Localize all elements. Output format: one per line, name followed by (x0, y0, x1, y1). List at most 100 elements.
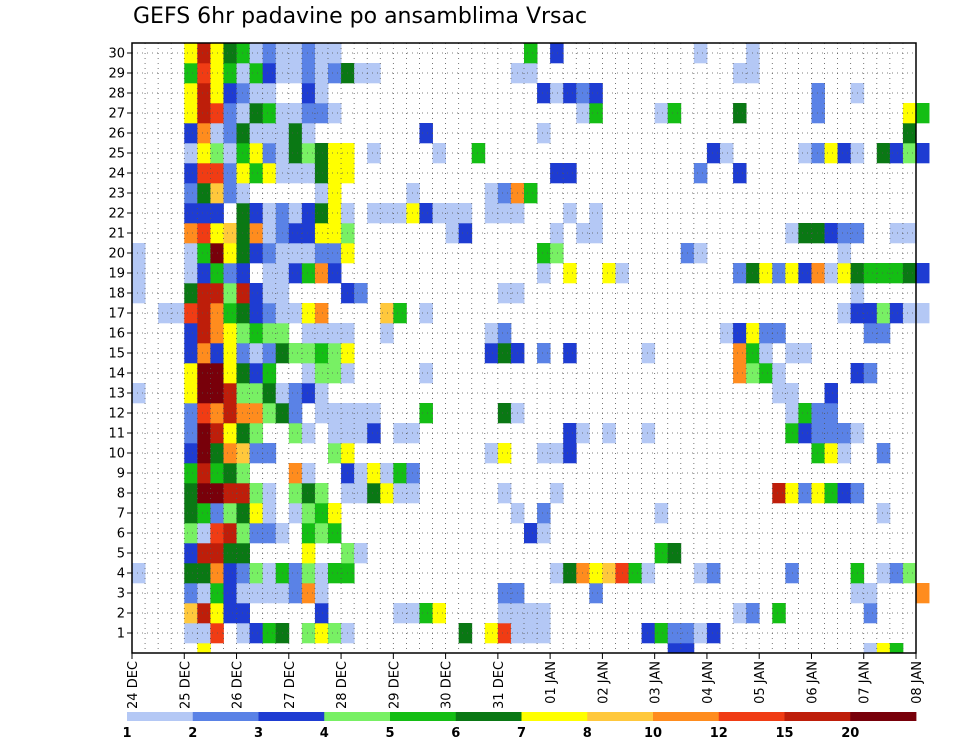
heatmap-cell (837, 303, 852, 324)
y-tick-label: 10 (108, 447, 125, 462)
heatmap-cell (262, 223, 277, 244)
colorbar-label: 3 (254, 726, 263, 741)
heatmap-cell (197, 523, 211, 544)
heatmap-cell (249, 363, 264, 384)
heatmap-cell (419, 603, 433, 624)
heatmap-cell (262, 343, 277, 364)
heatmap-cell (249, 323, 264, 344)
x-tick-label: 06 JAN (805, 661, 820, 704)
heatmap-cell (184, 43, 198, 64)
x-tick-label: 25 DEC (178, 661, 193, 709)
x-tick-label: 04 JAN (701, 661, 716, 704)
heatmap-cell (916, 263, 930, 284)
heatmap-cell (236, 323, 250, 344)
heatmap-cell (223, 423, 237, 444)
heatmap-cell (236, 123, 250, 144)
heatmap-cell (301, 563, 316, 584)
y-tick-label: 13 (108, 387, 125, 402)
y-tick-label: 24 (108, 167, 125, 182)
heatmap-cell (524, 63, 538, 84)
heatmap-cell (314, 323, 329, 344)
heatmap-cell (223, 63, 237, 84)
colorbar-label: 15 (775, 726, 793, 741)
y-tick-label: 3 (117, 587, 125, 602)
heatmap-cell (314, 363, 329, 384)
heatmap-cell (902, 123, 917, 144)
heatmap-cell (798, 423, 812, 444)
x-tick-label: 07 JAN (858, 661, 873, 704)
heatmap-cell (563, 83, 577, 104)
heatmap-cell (223, 183, 237, 204)
heatmap-cell (328, 203, 342, 224)
heatmap-cell (314, 523, 329, 544)
heatmap-cell (301, 303, 316, 324)
y-tick-label: 27 (108, 107, 125, 122)
y-tick-label: 5 (117, 547, 125, 562)
heatmap-cell (197, 103, 211, 124)
heatmap-cell (419, 403, 433, 424)
heatmap-cell (432, 143, 446, 164)
heatmap-cell (641, 423, 656, 444)
heatmap-cell (197, 343, 211, 364)
heatmap-cell (197, 243, 211, 264)
heatmap-cell (733, 603, 747, 624)
x-tick-label: 26 DEC (231, 661, 246, 709)
heatmap-cell (314, 623, 329, 644)
heatmap-cell (132, 243, 146, 264)
x-tick-label: 30 DEC (440, 661, 455, 709)
heatmap-cell (876, 143, 891, 164)
x-tick-label: 05 JAN (753, 661, 768, 704)
heatmap-cell (184, 423, 198, 444)
heatmap-cell (236, 423, 250, 444)
heatmap-cell (249, 143, 264, 164)
heatmap-cell (301, 503, 316, 524)
heatmap-cell (772, 383, 786, 404)
heatmap-cell (798, 263, 812, 284)
heatmap-cell (328, 443, 342, 464)
heatmap-cell (876, 503, 891, 524)
heatmap-cell (876, 303, 891, 324)
x-tick-label: 03 JAN (649, 661, 664, 704)
x-tick-label: 01 JAN (544, 661, 559, 704)
heatmap-cell (262, 563, 277, 584)
heatmap-cell (184, 503, 198, 524)
heatmap-cell (484, 343, 499, 364)
heatmap-cell (693, 163, 708, 184)
heatmap-cell (197, 583, 211, 604)
heatmap-cell (837, 263, 852, 284)
heatmap-cell (249, 443, 264, 464)
dotted-grid (131, 43, 917, 653)
heatmap-cell (406, 603, 420, 624)
heatmap-cell (249, 243, 264, 264)
heatmap-cell (301, 383, 316, 404)
heatmap-cell (759, 263, 773, 284)
colorbar-swatch (521, 712, 588, 721)
heatmap-cell (197, 163, 211, 184)
heatmap-cell (406, 183, 420, 204)
heatmap-cell (576, 563, 590, 584)
heatmap-cell (641, 623, 656, 644)
heatmap-cell (223, 323, 237, 344)
heatmap-cell (223, 303, 237, 324)
x-tick-label: 24 DEC (126, 661, 141, 709)
heatmap-cell (132, 283, 146, 304)
heatmap-cell (824, 263, 838, 284)
heatmap-cell (654, 623, 669, 644)
heatmap-cell (184, 383, 198, 404)
heatmap-cell (654, 503, 669, 524)
heatmap-cell (876, 643, 891, 654)
heatmap-cell (184, 623, 198, 644)
heatmap-cell (262, 283, 277, 304)
heatmap-cell (693, 43, 708, 64)
y-tick-label: 15 (108, 347, 125, 362)
y-tick-label: 1 (117, 627, 125, 642)
heatmap-cell (602, 423, 616, 444)
heatmap-cell (419, 363, 433, 384)
heatmap-cell (236, 403, 250, 424)
heatmap-cell (537, 343, 551, 364)
heatmap-cell (288, 483, 303, 504)
heatmap-cell (184, 583, 198, 604)
heatmap-cell (314, 483, 329, 504)
heatmap-cell (419, 123, 433, 144)
heatmap-cell (223, 603, 237, 624)
